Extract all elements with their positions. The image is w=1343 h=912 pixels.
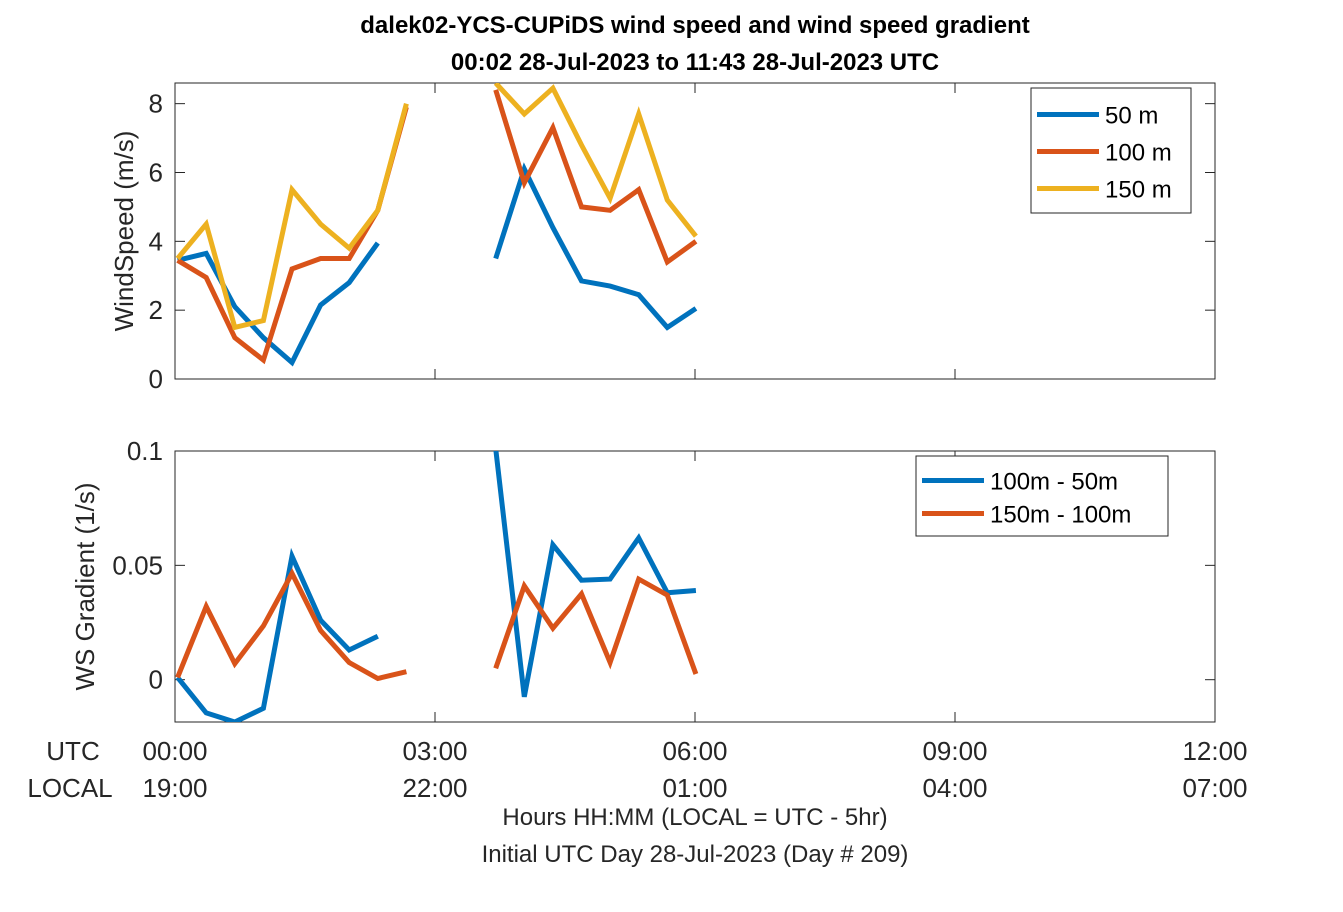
y-tick-label: 2 [149, 295, 163, 325]
series-line-150m-100m [175, 568, 407, 682]
legend-label-50-m: 50 m [1105, 103, 1158, 130]
series-line-50-m [177, 241, 380, 367]
legend: 50 m 100 m 150 m [1030, 87, 1192, 214]
y-tick-label: 4 [149, 226, 163, 256]
chart-title-line2: 00:02 28-Jul-2023 to 11:43 28-Jul-2023 U… [451, 49, 939, 76]
x-tick-label-utc: 00:00 [142, 736, 207, 766]
local-row-label: LOCAL [27, 773, 112, 803]
series-line-100-m [493, 89, 698, 266]
legend-label-100-m: 100 m [1105, 140, 1172, 167]
gradient-plot: 0 0.05 0.1 WS Gradient (1/s) 100m - 50m 150m … [70, 436, 1216, 723]
chart-title-line1: dalek02-YCS-CUPiDS wind speed and wind s… [360, 12, 1029, 39]
legend-box [915, 455, 1169, 537]
series-line-150m-100m [493, 575, 699, 675]
y-tick-label: 0 [149, 364, 163, 394]
series-lines [175, 451, 699, 722]
x-tick-label-utc: 12:00 [1182, 736, 1247, 766]
utc-row-label: UTC [46, 736, 99, 766]
y-tick-label: 0 [149, 665, 163, 695]
y-tick-label: 0.05 [112, 550, 163, 580]
x-tick-label-local: 01:00 [662, 773, 727, 803]
x-axis-ticks: 00:00 19:00 03:00 22:00 06:00 01:00 09:00 04:00… [142, 736, 1247, 803]
legend-label-100m-50m: 100m - 50m [990, 469, 1118, 496]
x-tick-label-local: 19:00 [142, 773, 207, 803]
x-tick-label-local: 04:00 [922, 773, 987, 803]
y-tick-label: 0.1 [127, 436, 163, 466]
series-line-100m-50m [175, 547, 379, 722]
x-axis-label-line2: Initial UTC Day 28-Jul-2023 (Day # 209) [482, 841, 909, 868]
legend-label-150-m: 150 m [1105, 177, 1172, 204]
legend: 100m - 50m 150m - 100m [915, 455, 1169, 537]
y-axis-label: WS Gradient (1/s) [70, 482, 100, 690]
y-axis-label: WindSpeed (m/s) [109, 131, 139, 332]
series-line-150-m [493, 83, 698, 238]
windspeed-plot: 0 2 4 6 8 WindSpeed (m/s) 50 m 100 m 150 m [109, 82, 1216, 394]
series-lines [175, 83, 698, 367]
x-axis-label-line1: Hours HH:MM (LOCAL = UTC - 5hr) [502, 804, 887, 831]
x-tick-label-utc: 09:00 [922, 736, 987, 766]
x-tick-label-local: 07:00 [1182, 773, 1247, 803]
series-line-100m-50m [493, 451, 697, 698]
series-line-150-m [175, 103, 409, 331]
x-tick-label-utc: 06:00 [662, 736, 727, 766]
x-tick-label-utc: 03:00 [402, 736, 467, 766]
x-tick-label-local: 22:00 [402, 773, 467, 803]
legend-label-150m-100m: 150m - 100m [990, 502, 1131, 529]
y-tick-label: 8 [149, 89, 163, 119]
y-tick-label: 6 [149, 157, 163, 187]
